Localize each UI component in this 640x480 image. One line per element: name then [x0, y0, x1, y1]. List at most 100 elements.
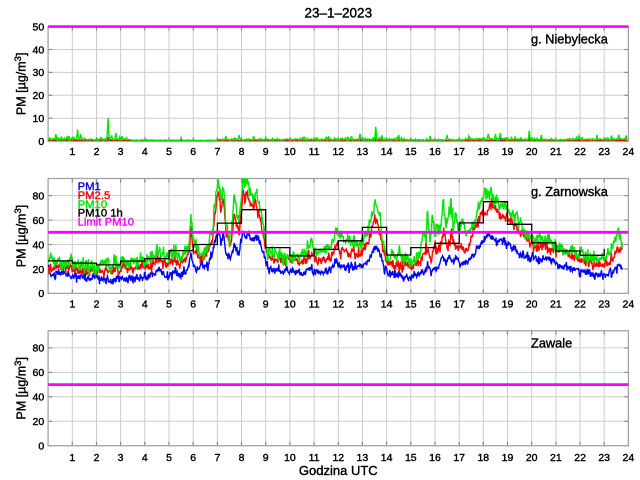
svg-text:13: 13	[357, 298, 369, 310]
svg-text:13: 13	[357, 452, 369, 464]
svg-text:6: 6	[190, 298, 196, 310]
svg-text:7: 7	[214, 452, 220, 464]
svg-text:g. Zarnowska: g. Zarnowska	[531, 184, 609, 199]
svg-text:12: 12	[332, 146, 344, 158]
svg-text:5: 5	[166, 298, 172, 310]
svg-text:2: 2	[94, 146, 100, 158]
svg-text:50: 50	[33, 21, 45, 33]
svg-text:21: 21	[550, 452, 562, 464]
svg-text:15: 15	[405, 146, 417, 158]
svg-text:5: 5	[166, 452, 172, 464]
svg-text:10: 10	[284, 452, 296, 464]
svg-text:24: 24	[623, 298, 635, 310]
svg-text:1: 1	[69, 146, 75, 158]
svg-text:40: 40	[33, 44, 45, 56]
svg-text:60: 60	[33, 215, 45, 227]
svg-text:23: 23	[598, 452, 610, 464]
svg-text:20: 20	[526, 452, 538, 464]
svg-text:17: 17	[453, 452, 465, 464]
svg-text:22: 22	[574, 298, 586, 310]
svg-text:7: 7	[214, 146, 220, 158]
svg-text:11: 11	[309, 452, 320, 464]
svg-text:15: 15	[405, 298, 417, 310]
svg-text:PM1: PM1	[78, 181, 101, 193]
svg-text:3: 3	[118, 452, 124, 464]
svg-text:24: 24	[623, 452, 635, 464]
svg-text:9: 9	[263, 298, 269, 310]
svg-text:5: 5	[166, 146, 172, 158]
svg-text:8: 8	[239, 146, 245, 158]
svg-text:40: 40	[33, 392, 45, 404]
svg-text:21: 21	[550, 298, 562, 310]
svg-text:Zawale: Zawale	[531, 336, 572, 351]
svg-text:17: 17	[453, 298, 465, 310]
svg-text:23: 23	[598, 146, 610, 158]
svg-text:19: 19	[502, 146, 514, 158]
svg-text:6: 6	[190, 452, 196, 464]
svg-text:PM [µg/m3]: PM [µg/m3]	[13, 205, 29, 268]
svg-text:0: 0	[38, 288, 44, 300]
svg-text:16: 16	[429, 146, 441, 158]
svg-text:19: 19	[502, 452, 514, 464]
svg-text:2: 2	[94, 452, 100, 464]
svg-text:1: 1	[69, 452, 75, 464]
svg-text:30: 30	[33, 67, 45, 79]
svg-text:80: 80	[33, 190, 45, 202]
svg-text:22: 22	[574, 452, 586, 464]
svg-text:14: 14	[381, 146, 393, 158]
svg-text:10: 10	[33, 113, 45, 125]
svg-text:23: 23	[598, 298, 610, 310]
svg-text:19: 19	[502, 298, 514, 310]
svg-text:17: 17	[453, 146, 465, 158]
svg-text:9: 9	[263, 146, 269, 158]
svg-text:3: 3	[118, 146, 124, 158]
svg-text:18: 18	[477, 146, 489, 158]
svg-text:7: 7	[214, 298, 220, 310]
svg-text:14: 14	[381, 452, 393, 464]
svg-text:20: 20	[33, 264, 45, 276]
svg-text:4: 4	[142, 452, 148, 464]
svg-text:11: 11	[309, 146, 320, 158]
svg-text:8: 8	[239, 452, 245, 464]
svg-text:4: 4	[142, 298, 148, 310]
svg-text:13: 13	[357, 146, 369, 158]
svg-text:1: 1	[69, 298, 75, 310]
svg-text:2: 2	[94, 298, 100, 310]
svg-text:Godzina UTC: Godzina UTC	[299, 463, 378, 478]
svg-text:11: 11	[309, 298, 320, 310]
svg-text:12: 12	[332, 298, 344, 310]
svg-text:8: 8	[239, 298, 245, 310]
svg-text:80: 80	[33, 343, 45, 355]
svg-text:21: 21	[550, 146, 562, 158]
svg-text:PM10 1h: PM10 1h	[78, 208, 123, 220]
svg-text:20: 20	[526, 298, 538, 310]
svg-text:6: 6	[190, 146, 196, 158]
svg-text:10: 10	[284, 146, 296, 158]
svg-text:20: 20	[33, 416, 45, 428]
svg-text:3: 3	[118, 298, 124, 310]
svg-text:20: 20	[33, 90, 45, 102]
svg-text:0: 0	[38, 136, 44, 148]
svg-text:10: 10	[284, 298, 296, 310]
svg-text:18: 18	[477, 452, 489, 464]
svg-text:24: 24	[623, 146, 635, 158]
svg-text:16: 16	[429, 298, 441, 310]
svg-text:16: 16	[429, 452, 441, 464]
svg-text:Limit PM10: Limit PM10	[78, 217, 135, 229]
svg-text:20: 20	[526, 146, 538, 158]
svg-text:23–1–2023: 23–1–2023	[305, 6, 373, 21]
svg-text:PM [µg/m3]: PM [µg/m3]	[13, 53, 29, 116]
svg-text:4: 4	[142, 146, 148, 158]
svg-text:18: 18	[477, 298, 489, 310]
svg-text:15: 15	[405, 452, 417, 464]
svg-text:g. Niebylecka: g. Niebylecka	[531, 32, 609, 47]
svg-text:PM [µg/m3]: PM [µg/m3]	[13, 357, 29, 420]
svg-text:9: 9	[263, 452, 269, 464]
svg-text:60: 60	[33, 367, 45, 379]
svg-text:12: 12	[332, 452, 344, 464]
svg-text:0: 0	[38, 441, 44, 453]
svg-text:14: 14	[381, 298, 393, 310]
svg-text:PM10: PM10	[78, 199, 108, 211]
svg-text:40: 40	[33, 239, 45, 251]
svg-text:PM2.5: PM2.5	[78, 190, 111, 202]
